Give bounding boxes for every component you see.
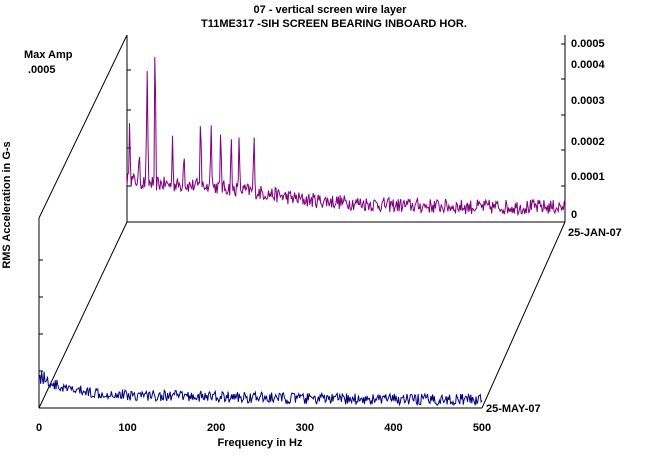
frame bbox=[38, 34, 566, 409]
chart-title: 07 - vertical screen wire layer bbox=[254, 4, 408, 16]
series-line-25-may-07 bbox=[38, 370, 483, 407]
y-tick-0.0004: 0.0004 bbox=[571, 59, 606, 71]
y-tick-0.0003: 0.0003 bbox=[571, 95, 605, 107]
x-tick-300: 300 bbox=[296, 422, 314, 434]
x-axis-label: Frequency in Hz bbox=[218, 437, 303, 449]
x-tick-0: 0 bbox=[36, 422, 42, 434]
bottom-right-diagonal bbox=[481, 221, 566, 409]
x-tick-100: 100 bbox=[118, 422, 136, 434]
x-tick-labels: 0 100 200 300 400 500 bbox=[36, 422, 491, 434]
chart-subtitle: T11ME317 -SIH SCREEN BEARING INBOARD HOR… bbox=[201, 18, 467, 30]
y-tick-0: 0 bbox=[571, 209, 577, 221]
top-left-diagonal bbox=[38, 34, 128, 219]
series-traces bbox=[38, 56, 566, 407]
series-label-25-jan-07: 25-JAN-07 bbox=[568, 227, 622, 239]
bottom-left-diagonal bbox=[38, 221, 128, 409]
max-amp-value: .0005 bbox=[28, 64, 56, 76]
x-tick-500: 500 bbox=[473, 422, 491, 434]
tick-marks bbox=[39, 43, 565, 372]
y-tick-labels: 0 0.0001 0.0002 0.0003 0.0004 0.0005 bbox=[571, 38, 606, 221]
y-axis-label: RMS Acceleration in G-s bbox=[1, 141, 13, 268]
series-label-25-may-07: 25-MAY-07 bbox=[486, 403, 541, 415]
y-tick-0.0005: 0.0005 bbox=[571, 38, 605, 50]
y-tick-0.0002: 0.0002 bbox=[571, 136, 605, 148]
x-tick-400: 400 bbox=[384, 422, 402, 434]
series-line-25-jan-07 bbox=[126, 56, 566, 217]
y-tick-0.0001: 0.0001 bbox=[571, 171, 605, 183]
x-tick-200: 200 bbox=[207, 422, 225, 434]
max-amp-label: Max Amp bbox=[24, 49, 73, 61]
